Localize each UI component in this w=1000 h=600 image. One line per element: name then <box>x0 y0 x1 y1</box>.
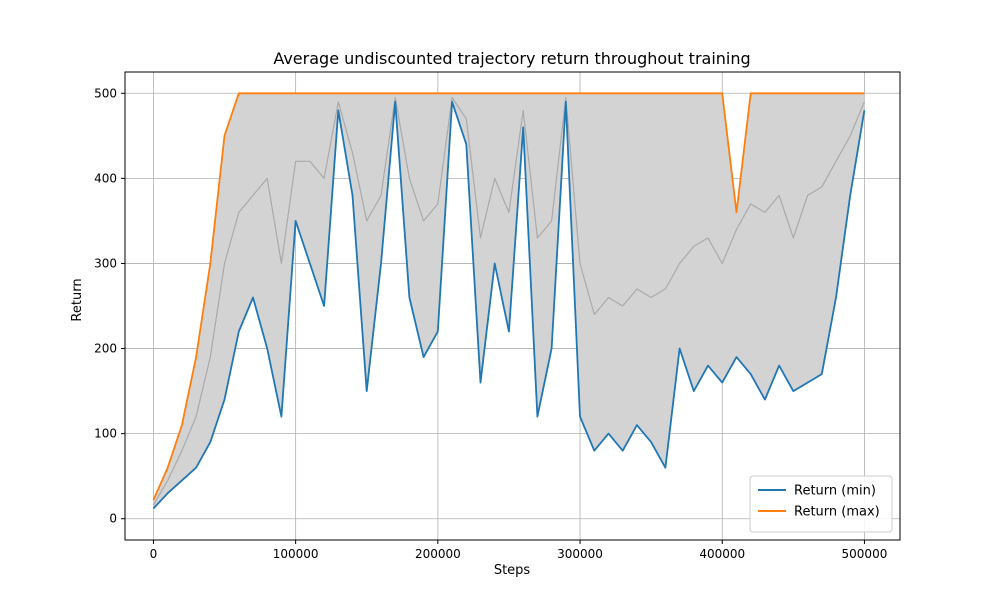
y-axis-label: Return <box>70 278 85 321</box>
x-tick-label: 0 <box>150 547 158 561</box>
legend-label: Return (min) <box>794 484 876 499</box>
x-axis-label: Steps <box>494 563 531 578</box>
series-line-return-max <box>152 92 865 501</box>
chart-title: Average undiscounted trajectory return t… <box>273 49 750 68</box>
series-line-mean <box>152 96 865 506</box>
legend: Return (min) Return (max) <box>749 475 893 533</box>
axes-frame <box>124 71 901 541</box>
x-tick-label: 300000 <box>557 547 603 561</box>
y-tick-label: 300 <box>94 256 117 270</box>
plot-area: 0 100000 200000 300000 400000 500000 0 100 200 30… <box>94 71 901 561</box>
x-tick-label: 500000 <box>842 547 888 561</box>
x-tick-label: 200000 <box>415 547 461 561</box>
y-tick-label: 0 <box>109 512 117 526</box>
y-tick-label: 200 <box>94 342 117 356</box>
legend-label: Return (max) <box>794 505 880 520</box>
y-tick-label: 400 <box>94 171 117 185</box>
series-line-return-min <box>152 100 866 510</box>
x-tick-label: 400000 <box>699 547 745 561</box>
y-tick-label: 500 <box>94 86 117 100</box>
y-tick-label: 100 <box>94 427 117 441</box>
x-tick-label: 100000 <box>273 547 319 561</box>
